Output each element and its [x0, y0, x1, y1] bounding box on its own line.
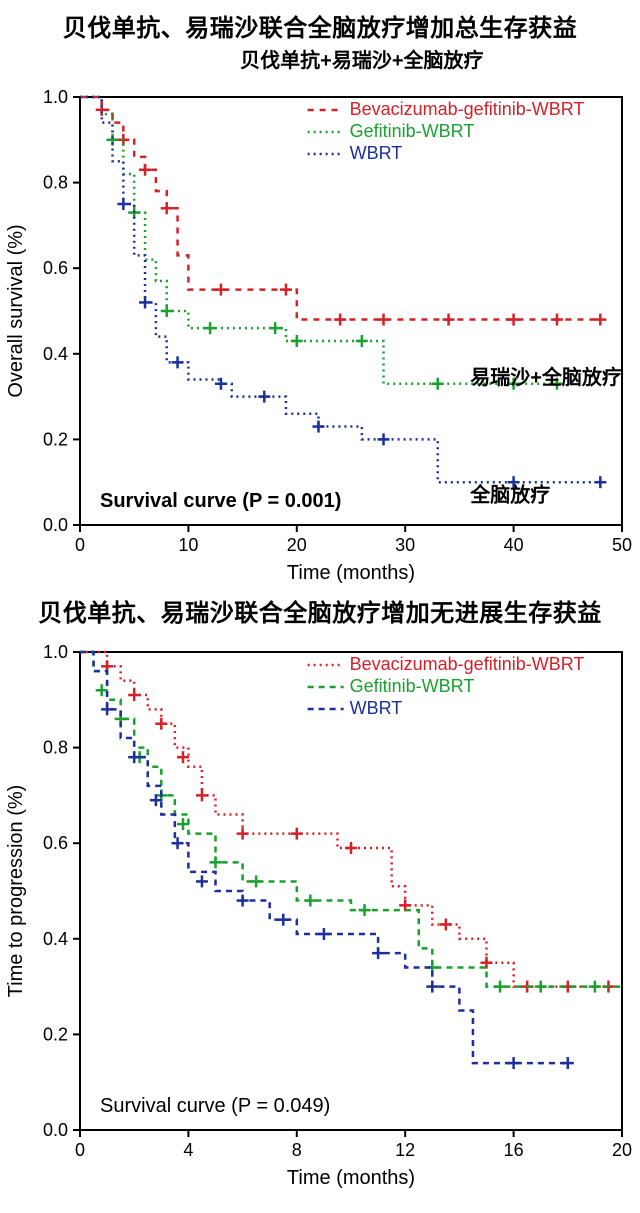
chart-1-container: 贝伐单抗、易瑞沙联合全脑放疗增加总生存获益 010203040500.00.20…	[0, 0, 640, 585]
svg-text:Survival curve (P = 0.001): Survival curve (P = 0.001)	[100, 490, 341, 512]
svg-text:Bevacizumab-gefitinib-WBRT: Bevacizumab-gefitinib-WBRT	[350, 99, 585, 119]
chart-2-svg: 0 4 8 12 16 20 0.0 0.2 0.4 0.6 0.8 1.0 Time (months)…	[0, 630, 640, 1190]
chart-1-title: 贝伐单抗、易瑞沙联合全脑放疗增加总生存获益	[0, 0, 640, 45]
svg-text:Time (months): Time (months)	[287, 1167, 415, 1189]
svg-text:0.0: 0.0	[43, 1120, 68, 1140]
svg-text:8: 8	[292, 1140, 302, 1160]
svg-text:4: 4	[183, 1140, 193, 1160]
svg-text:Survival curve (P = 0.049): Survival curve (P = 0.049)	[100, 1095, 330, 1117]
svg-text:12: 12	[395, 1140, 415, 1160]
chart-2-container: 贝伐单抗、易瑞沙联合全脑放疗增加无进展生存获益 0481216200.00.20…	[0, 585, 640, 1190]
svg-text:0.2: 0.2	[43, 1024, 68, 1044]
svg-text:Overall survival (%): Overall survival (%)	[5, 224, 27, 397]
chart-2-title: 贝伐单抗、易瑞沙联合全脑放疗增加无进展生存获益	[0, 585, 640, 630]
svg-text:0.4: 0.4	[43, 344, 68, 364]
chart-1-svg: 0 10 20 30 40 50 0.0 0.2 0.4 0.6 0.8 1.0 Time (month…	[0, 45, 640, 585]
svg-text:40: 40	[504, 535, 524, 555]
svg-text:0.6: 0.6	[43, 833, 68, 853]
svg-text:30: 30	[395, 535, 415, 555]
svg-text:50: 50	[612, 535, 632, 555]
svg-text:WBRT: WBRT	[350, 698, 403, 718]
svg-text:Bevacizumab-gefitinib-WBRT: Bevacizumab-gefitinib-WBRT	[350, 654, 585, 674]
svg-text:0: 0	[75, 1140, 85, 1160]
svg-text:贝伐单抗+易瑞沙+全脑放疗: 贝伐单抗+易瑞沙+全脑放疗	[240, 48, 483, 72]
svg-text:16: 16	[504, 1140, 524, 1160]
svg-text:0.4: 0.4	[43, 929, 68, 949]
svg-text:0.8: 0.8	[43, 173, 68, 193]
svg-text:1.0: 1.0	[43, 87, 68, 107]
svg-text:Time to progression (%): Time to progression (%)	[5, 785, 27, 998]
svg-text:20: 20	[612, 1140, 632, 1160]
svg-text:Gefitinib-WBRT: Gefitinib-WBRT	[350, 676, 475, 696]
svg-text:易瑞沙+全脑放疗: 易瑞沙+全脑放疗	[470, 365, 622, 389]
svg-text:0: 0	[75, 535, 85, 555]
svg-text:20: 20	[287, 535, 307, 555]
svg-text:0.8: 0.8	[43, 738, 68, 758]
svg-text:1.0: 1.0	[43, 642, 68, 662]
svg-text:10: 10	[178, 535, 198, 555]
svg-text:0.6: 0.6	[43, 258, 68, 278]
svg-text:Time (months): Time (months)	[287, 562, 415, 584]
svg-text:Gefitinib-WBRT: Gefitinib-WBRT	[350, 121, 475, 141]
svg-text:WBRT: WBRT	[350, 143, 403, 163]
svg-text:0.0: 0.0	[43, 515, 68, 535]
svg-text:全脑放疗: 全脑放疗	[469, 482, 550, 506]
svg-text:0.2: 0.2	[43, 429, 68, 449]
